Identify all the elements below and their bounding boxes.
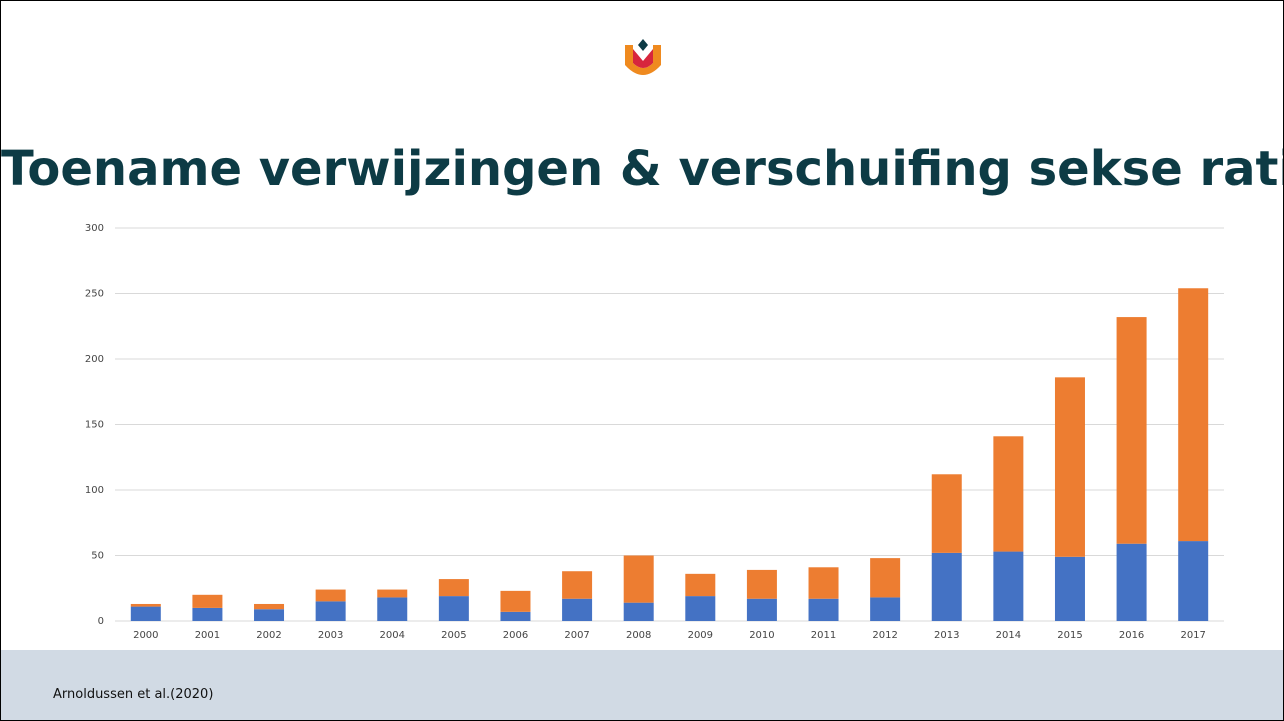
x-tick-label: 2011: [811, 630, 836, 641]
bar-segment: [315, 601, 346, 621]
bar-segment: [500, 590, 531, 612]
bar-segment: [993, 436, 1024, 552]
bar-segment: [192, 607, 223, 621]
bar-segment: [438, 579, 469, 597]
bar-segment: [438, 596, 469, 621]
x-tick-label: 2003: [318, 630, 343, 641]
y-tick-label: 150: [85, 420, 104, 431]
x-tick-label: 2001: [195, 630, 220, 641]
logo: [625, 39, 661, 75]
bar-segment: [254, 603, 285, 610]
x-tick-label: 2005: [441, 630, 466, 641]
bar-segment: [623, 555, 654, 603]
bar-segment: [746, 598, 777, 621]
bar-segment: [1054, 556, 1085, 621]
bar-segment: [562, 598, 593, 621]
x-tick-label: 2012: [872, 630, 897, 641]
bar-segment: [623, 602, 654, 621]
y-tick-label: 300: [85, 223, 104, 234]
x-tick-label: 2009: [688, 630, 713, 641]
bar-segment: [685, 596, 716, 621]
slide-title: Toename verwijzingen & verschuifing seks…: [1, 141, 1284, 197]
footer-band: Arnoldussen et al.(2020): [1, 650, 1283, 720]
bar-segment: [1054, 377, 1085, 557]
x-tick-label: 2016: [1119, 630, 1144, 641]
bar-segment: [931, 474, 962, 553]
bar-segment: [130, 603, 161, 607]
bar-segment: [377, 597, 408, 621]
bar-segment: [1116, 317, 1147, 544]
bar-segment: [746, 569, 777, 599]
bar-segment: [562, 571, 593, 599]
bar-segment: [685, 573, 716, 597]
x-tick-label: 2010: [749, 630, 774, 641]
x-tick-label: 2017: [1180, 630, 1205, 641]
x-tick-label: 2013: [934, 630, 959, 641]
x-tick-label: 2008: [626, 630, 651, 641]
bar-segment: [808, 567, 839, 599]
x-tick-label: 2014: [996, 630, 1021, 641]
bar-segment: [931, 552, 962, 621]
y-tick-label: 100: [85, 485, 104, 496]
bar-segment: [500, 611, 531, 621]
bar-segment: [130, 606, 161, 621]
x-tick-label: 2000: [133, 630, 158, 641]
bar-segment: [993, 551, 1024, 621]
y-tick-label: 200: [85, 354, 104, 365]
bar-segment: [192, 594, 223, 608]
bar-segment: [254, 609, 285, 621]
bar-segment: [808, 598, 839, 621]
bar-segment: [315, 589, 346, 602]
bar-segment: [870, 558, 901, 598]
y-tick-label: 0: [98, 616, 104, 627]
bar-segment: [1178, 541, 1209, 621]
x-tick-label: 2015: [1057, 630, 1082, 641]
bar-segment: [1116, 543, 1147, 621]
x-tick-label: 2006: [503, 630, 528, 641]
y-tick-label: 250: [85, 289, 104, 300]
x-tick-label: 2007: [564, 630, 589, 641]
bar-segment: [1178, 288, 1209, 542]
x-tick-label: 2004: [380, 630, 405, 641]
chart: 0 50 100 150 200 250 300 2000 2001 2002 2003 2004 20…: [85, 223, 1224, 641]
x-tick-label: 2002: [256, 630, 281, 641]
bar-segment: [377, 589, 408, 598]
bar-segment: [870, 597, 901, 621]
citation: Arnoldussen et al.(2020): [53, 687, 214, 702]
y-tick-label: 50: [91, 551, 104, 562]
